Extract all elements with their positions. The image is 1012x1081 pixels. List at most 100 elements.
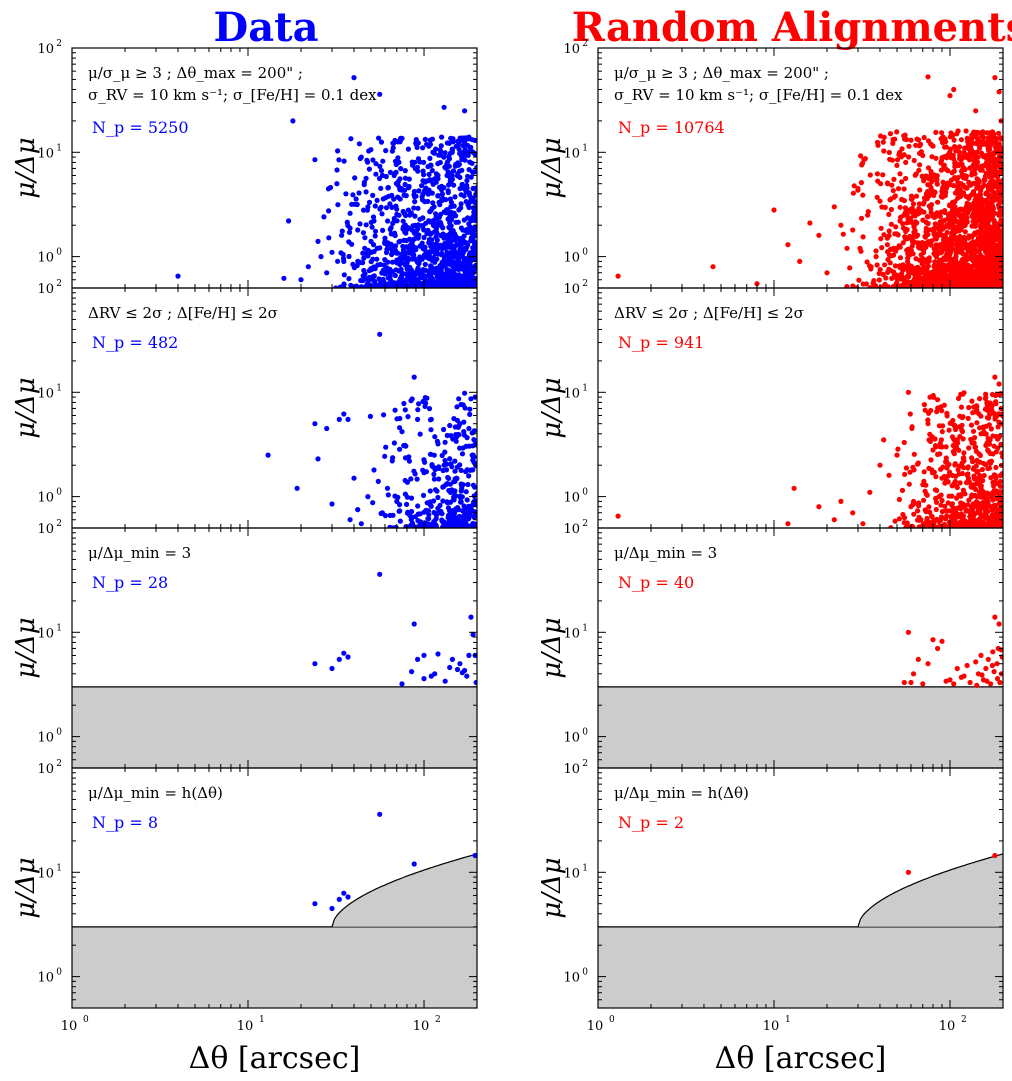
data-point [931,270,938,276]
data-point [912,239,918,245]
data-point [422,395,428,401]
x-tick-label: 10 0 [61,1015,89,1034]
data-point [366,268,372,274]
data-point [956,149,962,155]
data-point [444,521,450,528]
data-point [418,268,424,274]
data-point [952,144,958,150]
data-point [992,75,998,81]
data-point [958,270,964,276]
y-axis-label: μ/Δμ [11,617,41,678]
data-point [312,661,318,667]
data-point [368,238,374,244]
data-point [998,275,1003,281]
data-point [838,222,844,228]
data-point [858,153,864,159]
data-point [916,257,923,263]
y-tick-label: 10 1 [37,143,62,161]
data-point [445,514,451,521]
data-point [955,184,961,190]
data-point [816,232,822,238]
data-point [425,198,431,204]
data-point [899,196,905,203]
data-point [995,145,1002,151]
data-point [915,232,921,238]
data-point [343,191,349,197]
data-point [950,132,956,138]
data-point [404,257,410,263]
data-point [412,271,418,277]
data-point [974,284,980,288]
data-point [998,441,1003,447]
data-point [885,257,891,263]
data-point [315,456,321,462]
data-point [364,157,370,163]
data-point [909,243,915,249]
data-point [420,168,426,174]
data-point [993,464,999,471]
data-point [441,462,447,468]
data-point [451,516,457,522]
data-point [398,251,405,257]
data-point [934,176,940,182]
data-point [377,571,383,577]
data-point [450,436,456,442]
data-point [346,276,352,282]
data-point [894,275,900,281]
data-point [380,227,386,233]
data-point [894,162,900,168]
data-point [937,242,943,248]
data-point [469,284,475,288]
data-point [944,277,951,283]
data-point [433,281,439,287]
data-point [406,225,412,231]
data-point [933,155,939,161]
data-point [408,495,415,501]
data-point [906,154,912,160]
data-point [971,200,977,206]
data-point [952,160,958,166]
data-point [893,224,899,230]
data-point [411,205,417,211]
data-point [891,176,897,182]
data-point [943,144,949,150]
data-point [354,263,360,269]
data-point [439,191,445,197]
data-point [381,281,387,288]
data-point [888,221,895,227]
data-point [881,232,887,238]
data-point [415,156,422,162]
data-point [407,270,413,276]
data-point [361,255,367,261]
data-point [437,159,443,166]
data-point [388,231,394,237]
data-point [365,253,371,259]
data-point [882,204,888,210]
data-point [355,258,361,264]
data-point [341,282,347,288]
data-point [383,444,389,450]
data-point [996,130,1002,136]
data-point [961,216,967,222]
data-point [977,253,983,259]
data-point [986,186,992,192]
data-point [408,274,415,280]
panel-annotation: μ/σ_μ ≥ 3 ; Δθ_max = 200" ;σ_RV = 10 km … [88,64,377,137]
y-tick-exponent: 0 [56,248,62,258]
data-point [891,247,897,253]
data-point [399,273,405,279]
data-point [333,285,339,288]
data-point [945,168,951,174]
data-point [470,452,476,458]
data-point [954,218,960,225]
data-point [917,187,923,193]
data-point [447,422,453,429]
data-point [412,194,418,200]
data-point [454,524,460,528]
data-point [998,261,1003,267]
data-point [390,525,397,528]
data-point [470,482,476,488]
data-point [934,409,940,415]
